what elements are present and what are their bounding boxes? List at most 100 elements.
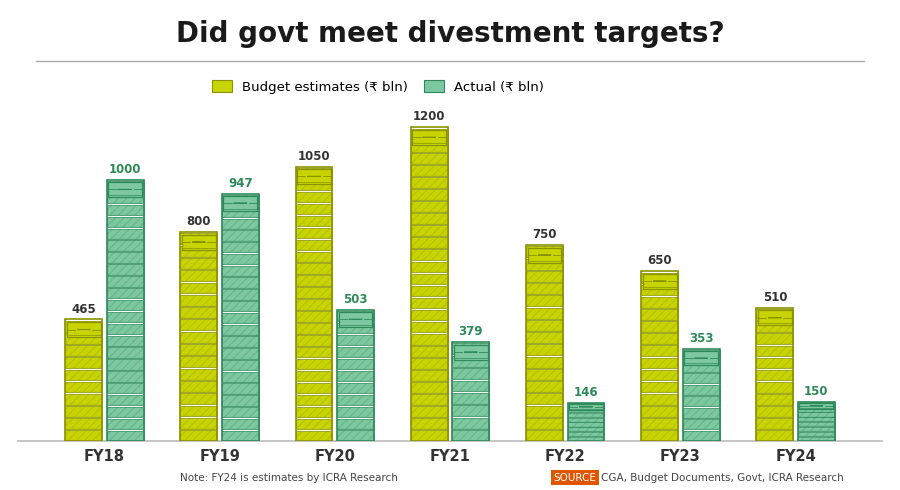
Bar [756,333,793,344]
Bar [180,283,217,294]
Bar [222,289,259,299]
Bar [338,418,374,429]
Bar [65,319,102,441]
Bar [410,394,447,405]
Bar [65,406,102,416]
Bar [410,286,447,296]
Bar [526,246,562,257]
Bar [683,396,720,406]
Bar [65,369,102,380]
Bar [222,289,259,299]
Bar [180,381,217,392]
Bar [295,407,332,417]
Text: Note: FY24 is estimates by ICRA Research: Note: FY24 is estimates by ICRA Research [180,473,398,483]
Bar [410,406,447,417]
Bar [568,437,605,441]
Bar [65,333,102,344]
Bar [641,333,678,344]
Bar [338,371,374,381]
Bar [526,259,562,270]
Bar [410,153,447,164]
Bar [410,201,447,212]
Bar [222,254,259,264]
Bar [683,408,720,418]
Bar [410,430,447,441]
Bar [107,336,144,346]
Bar [180,356,217,367]
Bar [798,422,835,426]
Bar [410,273,447,284]
Bar [180,332,217,343]
Bar [295,371,332,381]
Bar [295,311,332,322]
Bar [526,344,562,355]
Bar [295,275,332,286]
Bar [65,382,102,392]
Bar [65,357,102,368]
Text: 1000: 1000 [109,163,141,176]
Bar [410,334,447,344]
Bar [180,393,217,404]
Bar [180,233,217,244]
Bar [410,225,447,236]
Text: SOURCE: SOURCE [554,473,597,483]
Bar [756,418,793,429]
Bar [410,153,447,164]
Bar [683,431,720,441]
Bar [756,333,793,344]
Bar [107,205,144,215]
Bar [799,403,833,409]
Bar [526,246,562,257]
Bar [180,233,217,244]
Bar [295,418,332,429]
Bar [641,358,678,368]
Bar [295,287,332,298]
Bar [295,323,332,334]
Bar [641,321,678,332]
Bar [756,308,793,441]
Bar [180,245,217,257]
Bar [295,216,332,226]
Bar [107,323,144,334]
Bar [526,283,562,294]
Bar [641,430,678,441]
Bar [222,313,259,323]
Bar [295,228,332,238]
Bar [410,237,447,248]
Bar [107,181,144,192]
Bar [222,230,259,241]
Bar [683,419,720,429]
Bar [641,394,678,405]
Bar [295,395,332,405]
Bar [107,418,144,429]
Bar [180,356,217,367]
Bar [338,431,374,441]
Bar [65,406,102,416]
Text: 510: 510 [762,291,788,304]
Bar [410,322,447,332]
Bar [526,332,562,343]
Bar [180,245,217,257]
Bar [526,369,562,380]
Bar [180,418,217,429]
Bar [568,403,605,408]
Bar [222,277,259,288]
Bar [107,347,144,358]
Text: 146: 146 [573,386,598,399]
Bar [410,310,447,320]
Bar [641,369,678,380]
Bar [683,419,720,429]
Bar [107,229,144,239]
Bar [338,407,374,417]
Bar [107,181,144,192]
Bar [295,251,332,262]
Bar [410,273,447,284]
Bar [180,368,217,380]
Bar [410,358,447,368]
Bar [295,167,332,441]
Bar [222,360,259,370]
Bar [798,407,835,412]
Bar [222,254,259,264]
Bar [410,394,447,405]
Bar [222,431,259,441]
